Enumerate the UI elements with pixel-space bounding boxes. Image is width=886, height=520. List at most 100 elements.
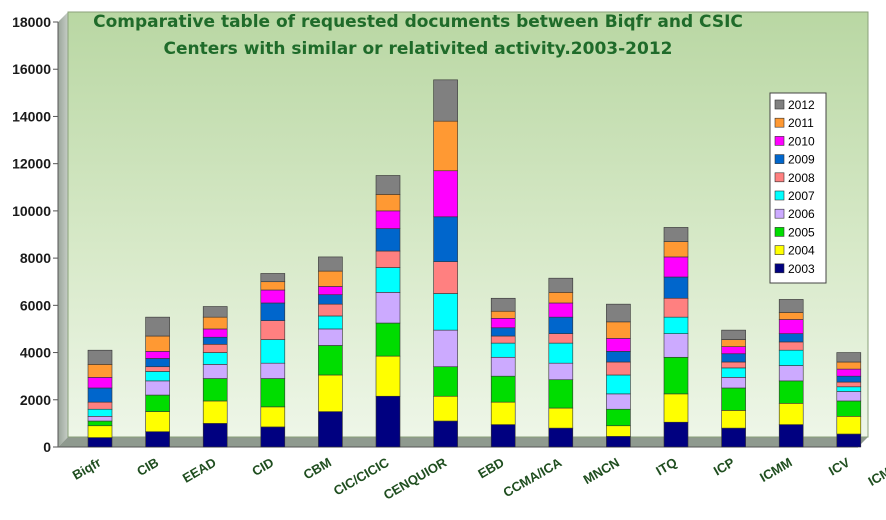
y-tick-label: 6000	[20, 297, 51, 313]
bar-segment-2004	[433, 395, 458, 422]
x-tick-label: EBD	[475, 455, 506, 482]
bar-stack	[721, 329, 746, 448]
bar-segment-2005	[778, 380, 804, 404]
bar-segment-2004	[375, 355, 401, 397]
bar-segment-2004	[490, 401, 516, 425]
legend-swatch-2010	[774, 136, 785, 146]
legend-label-2009: 2009	[788, 153, 815, 167]
bar-segment-2009	[260, 302, 286, 321]
bar-segment-2009	[375, 228, 401, 252]
bar-segment-2008	[87, 401, 113, 410]
bar-segment-2010	[721, 346, 746, 355]
bar-segment-2006	[721, 377, 746, 389]
bar-segment-2006	[490, 356, 516, 377]
bar-segment-2011	[721, 339, 746, 347]
bar-segment-2011	[548, 292, 574, 304]
y-tick-label: 12000	[12, 156, 51, 172]
bar-segment-2009	[836, 375, 862, 383]
bar-segment-2008	[260, 320, 286, 340]
legend-swatch-2012	[774, 99, 785, 110]
bar-segment-2011	[87, 364, 113, 378]
bar-segment-2010	[663, 256, 689, 278]
bar-segment-2012	[721, 329, 746, 340]
bar-segment-2010	[87, 377, 113, 389]
bar-segment-2010	[778, 319, 804, 334]
bar-stack	[606, 303, 631, 448]
bar-segment-2003	[87, 437, 113, 448]
legend-swatch-2008	[774, 172, 785, 183]
bar-segment-2004	[778, 403, 804, 425]
legend-swatch-2007	[774, 190, 785, 201]
bar-segment-2012	[202, 306, 228, 318]
bar-segment-2009	[87, 387, 113, 403]
bar-segment-2003	[375, 395, 401, 448]
y-tick-label: 8000	[20, 250, 51, 266]
bar-segment-2012	[778, 299, 804, 313]
bar-stack	[87, 349, 113, 448]
x-tick-label: CCMA/ICA	[501, 454, 565, 500]
x-tick-label: ITQ	[653, 455, 679, 479]
x-tick-label: ICV	[826, 454, 853, 478]
bar-segment-2012	[260, 273, 286, 283]
bar-segment-2003	[778, 424, 804, 448]
bar-segment-2010	[202, 328, 228, 338]
bar-segment-2011	[318, 270, 343, 287]
x-tick-label: EEAD	[180, 455, 219, 486]
bar-segment-2004	[145, 411, 170, 432]
x-tick-label: ICMM	[757, 455, 795, 485]
bar-segment-2008	[318, 303, 343, 317]
bar-segment-2006	[548, 362, 574, 381]
bar-stack	[548, 277, 574, 448]
bar-segment-2007	[663, 316, 689, 334]
bar-segment-2005	[318, 345, 343, 376]
bar-segment-2003	[490, 424, 516, 448]
bar-segment-2006	[433, 329, 458, 368]
bar-segment-2009	[606, 351, 631, 363]
bar-segment-2007	[87, 408, 113, 417]
bar-segment-2008	[548, 333, 574, 344]
y-tick-label: 2000	[20, 392, 51, 408]
bar-segment-2011	[375, 194, 401, 212]
bar-segment-2006	[836, 391, 862, 402]
bar-segment-2006	[606, 393, 631, 410]
bar-segment-2005	[87, 420, 113, 427]
legend-swatch-2003	[774, 263, 785, 274]
x-tick-label: CIB	[134, 455, 161, 479]
legend-swatch-2009	[774, 154, 785, 164]
bar-segment-2004	[606, 425, 631, 437]
bar-stack	[318, 256, 343, 448]
bar-segment-2011	[202, 316, 228, 330]
bar-segment-2010	[375, 210, 401, 229]
y-tick-label: 4000	[20, 345, 51, 361]
x-tick-label: CBM	[301, 455, 334, 483]
legend-label-2008: 2008	[788, 171, 815, 185]
bar-segment-2007	[548, 342, 574, 364]
bar-segment-2012	[145, 316, 170, 337]
bar-segment-2009	[778, 333, 804, 343]
bar-segment-2008	[202, 343, 228, 353]
bar-segment-2011	[433, 120, 458, 172]
bar-segment-2008	[433, 261, 458, 294]
bar-segment-2005	[663, 356, 689, 395]
bar-segment-2003	[433, 420, 458, 448]
bar-segment-2011	[778, 312, 804, 320]
bar-segment-2007	[202, 352, 228, 365]
bar-segment-2009	[433, 216, 458, 262]
bar-segment-2008	[375, 250, 401, 268]
bar-segment-2007	[145, 371, 170, 382]
plot-area	[67, 11, 869, 438]
bar-segment-2011	[490, 310, 516, 319]
bar-segment-2009	[490, 327, 516, 337]
bar-segment-2010	[433, 170, 458, 218]
bar-segment-2003	[318, 411, 343, 448]
x-tick-label: ICMAB	[865, 455, 886, 489]
bar-segment-2004	[548, 407, 574, 429]
bar-segment-2005	[202, 378, 228, 402]
bar-segment-2006	[778, 365, 804, 382]
bar-segment-2006	[260, 362, 286, 379]
bar-segment-2009	[548, 316, 574, 334]
bar-segment-2005	[836, 400, 862, 417]
legend-swatch-2011	[774, 117, 785, 128]
bar-segment-2005	[433, 366, 458, 397]
